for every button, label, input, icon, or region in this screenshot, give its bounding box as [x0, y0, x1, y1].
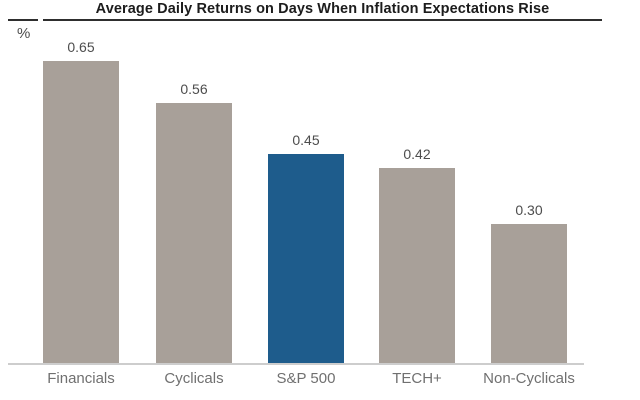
- bar-tech: [379, 168, 455, 364]
- x-axis-label-non-cyclicals: Non-Cyclicals: [483, 370, 575, 387]
- bar-value-label-financials: 0.65: [67, 39, 95, 55]
- bar-s-p-500: [268, 154, 344, 364]
- y-axis-unit-label: %: [17, 25, 31, 42]
- bar-value-label-tech: 0.42: [403, 146, 431, 162]
- x-axis-label-tech: TECH+: [392, 370, 442, 387]
- bar-value-label-s-p-500: 0.45: [292, 132, 320, 148]
- bar-non-cyclicals: [491, 224, 567, 364]
- header-left-rule: [8, 19, 38, 21]
- chart-header: Average Daily Returns on Days When Infla…: [43, 0, 602, 21]
- bar-financials: [43, 61, 119, 364]
- bar-value-label-non-cyclicals: 0.30: [515, 202, 543, 218]
- x-axis-label-financials: Financials: [47, 370, 115, 387]
- bar-value-label-cyclicals: 0.56: [180, 81, 208, 97]
- x-axis-label-s-p-500: S&P 500: [276, 370, 336, 387]
- x-axis-baseline: [8, 363, 584, 365]
- x-axis-label-cyclicals: Cyclicals: [164, 370, 224, 387]
- bar-cyclicals: [156, 103, 232, 364]
- chart-title: Average Daily Returns on Days When Infla…: [95, 1, 550, 17]
